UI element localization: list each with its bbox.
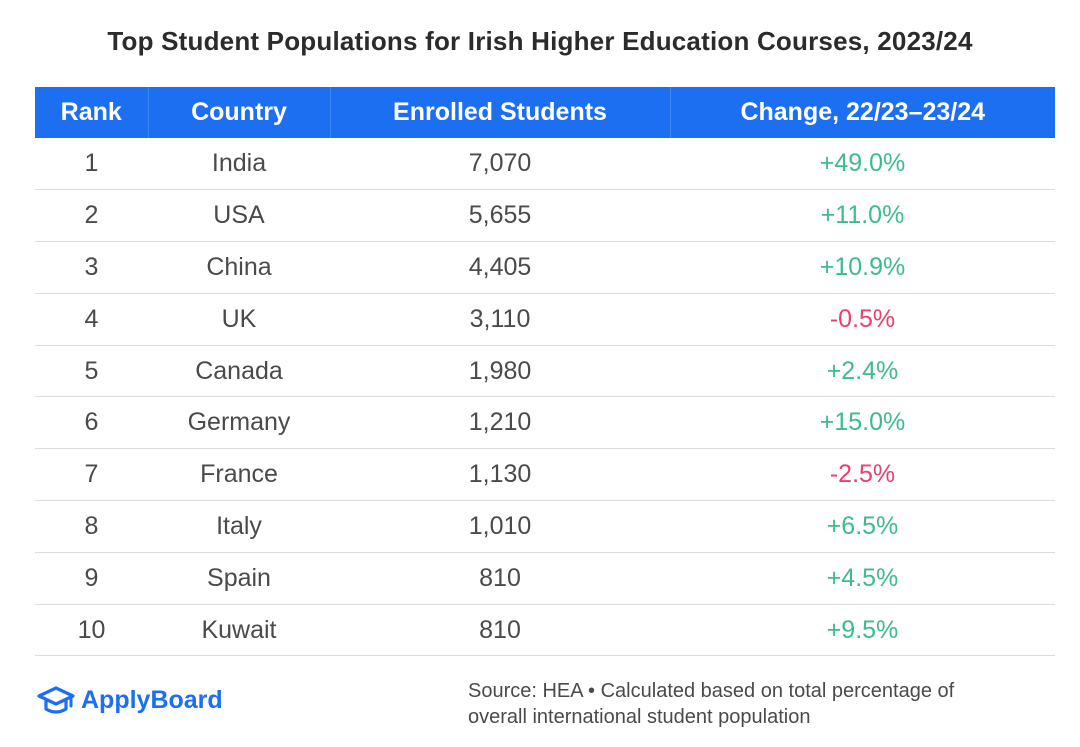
change-cell: +9.5% [670,604,1055,657]
country-cell: Italy [148,500,330,553]
rank-cell: 7 [35,448,148,502]
rank-cell: 5 [35,345,148,398]
table-row: 10 Kuwait 810 +9.5% [35,604,1055,657]
rank-cell: 3 [35,241,148,294]
table-body: 1 India 7,070 +49.0% 2 USA 5,655 +11.0% 3 China 4,… [35,138,1055,657]
data-table: Rank Country Enrolled Students Change, 2… [35,87,1055,657]
change-cell: +11.0% [670,189,1055,243]
brand-name: ApplyBoard [81,685,223,714]
change-cell: +6.5% [670,500,1055,553]
rank-cell: 9 [35,552,148,605]
students-cell: 1,980 [330,345,670,398]
change-cell: +49.0% [670,138,1055,191]
rank-cell: 4 [35,293,148,346]
table-row: 2 USA 5,655 +11.0% [35,189,1055,243]
country-cell: China [148,241,330,294]
country-cell: Germany [148,396,330,450]
change-cell: -0.5% [670,293,1055,346]
rank-cell: 8 [35,500,148,553]
column-header-rank: Rank [35,87,148,138]
rank-cell: 2 [35,189,148,243]
rank-cell: 1 [35,138,148,191]
change-cell: +2.4% [670,345,1055,398]
country-cell: Canada [148,345,330,398]
country-cell: Kuwait [148,604,330,657]
chart-title: Top Student Populations for Irish Higher… [107,26,973,56]
table-row: 7 France 1,130 -2.5% [35,448,1055,502]
students-cell: 810 [330,552,670,605]
table-row: 4 UK 3,110 -0.5% [35,293,1055,346]
graduation-cap-icon [37,686,75,714]
students-cell: 1,210 [330,396,670,450]
students-cell: 1,130 [330,448,670,502]
students-cell: 1,010 [330,500,670,553]
source-line-2: overall international student population [468,706,811,728]
students-cell: 5,655 [330,189,670,243]
country-cell: Spain [148,552,330,605]
table-row: 1 India 7,070 +49.0% [35,138,1055,191]
rank-cell: 10 [35,604,148,657]
table-row: 8 Italy 1,010 +6.5% [35,500,1055,553]
rank-cell: 6 [35,396,148,450]
change-cell: +10.9% [670,241,1055,294]
students-cell: 810 [330,604,670,657]
change-cell: +15.0% [670,396,1055,450]
change-cell: +4.5% [670,552,1055,605]
change-cell: -2.5% [670,448,1055,502]
students-cell: 7,070 [330,138,670,191]
source-line-1: Source: HEA • Calculated based on total … [468,680,955,702]
column-header-country: Country [147,87,330,138]
table-row: 3 China 4,405 +10.9% [35,241,1055,294]
students-cell: 3,110 [330,293,670,346]
country-cell: France [148,448,330,502]
table-row: 6 Germany 1,210 +15.0% [35,396,1055,450]
table-row: 9 Spain 810 +4.5% [35,552,1055,605]
table-header-row: Rank Country Enrolled Students Change, 2… [35,87,1055,138]
table-row: 5 Canada 1,980 +2.4% [35,345,1055,398]
column-header-students: Enrolled Students [329,87,670,138]
country-cell: UK [148,293,330,346]
country-cell: USA [148,189,330,243]
country-cell: India [148,138,330,191]
applyboard-logo: ApplyBoard [35,684,223,716]
students-cell: 4,405 [330,241,670,294]
column-header-change: Change, 22/23–23/24 [669,87,1055,138]
source-note: Source: HEA • Calculated based on total … [468,678,1068,730]
